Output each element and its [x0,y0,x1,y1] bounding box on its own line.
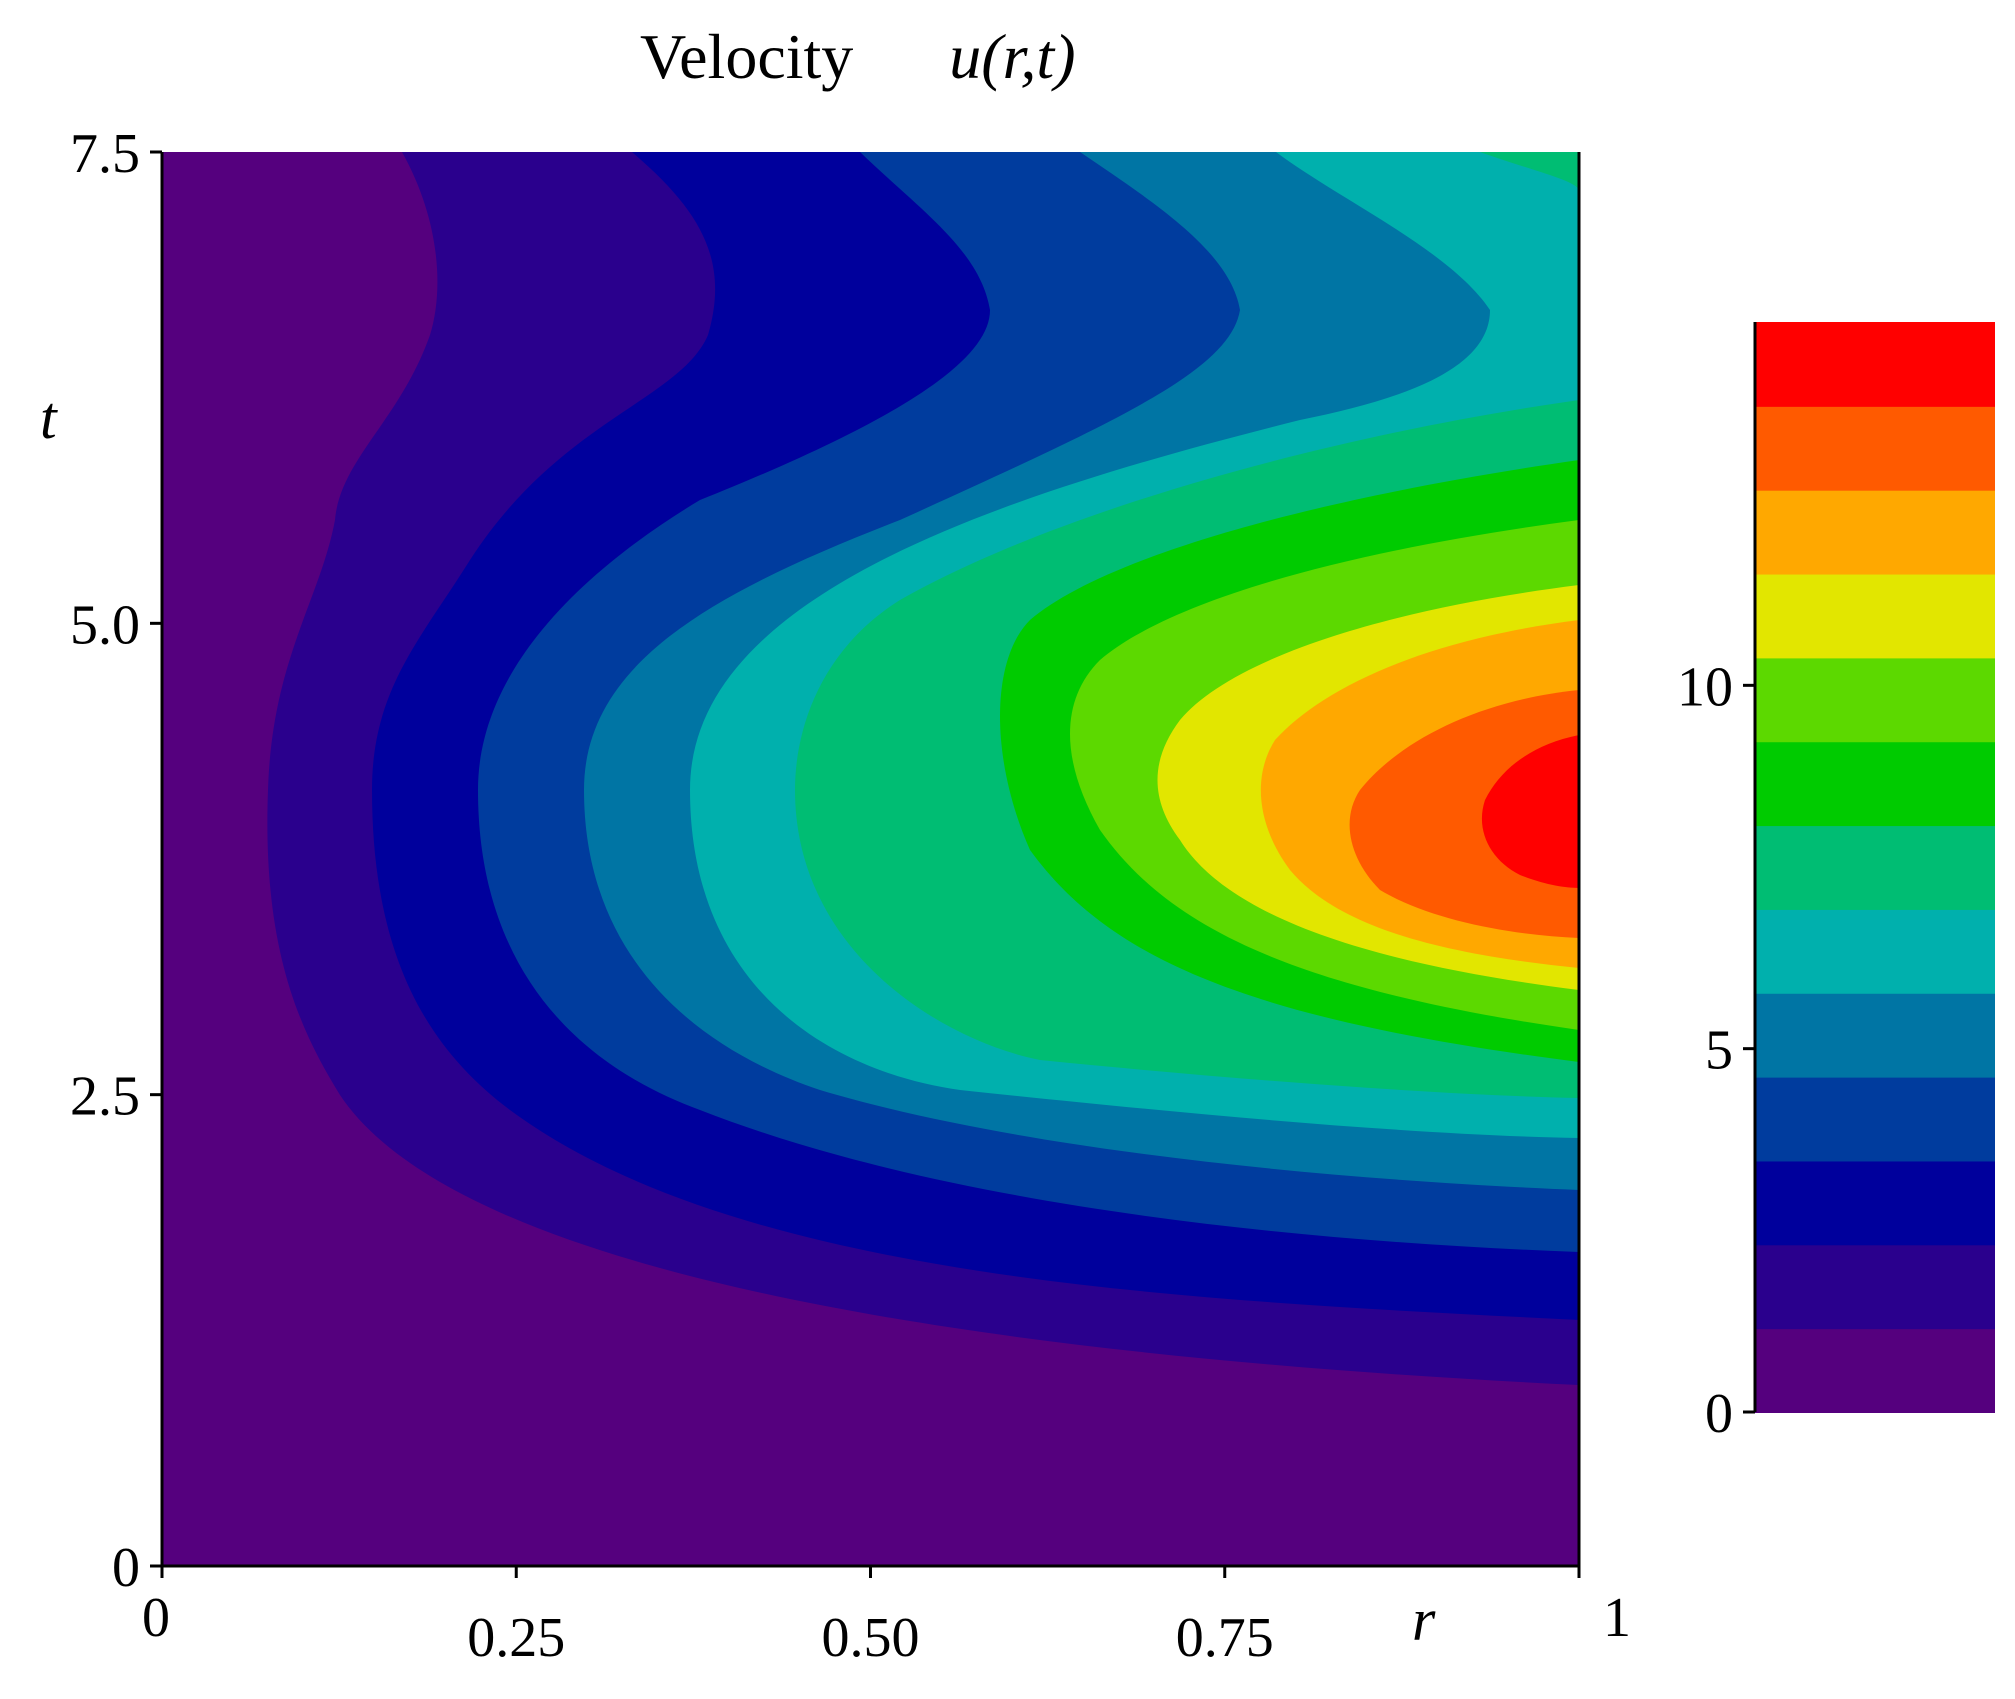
chart-title-function: u(r,t) [949,21,1075,92]
colorbar-segment [1755,1244,1995,1330]
colorbar-segment [1755,825,1995,910]
colorbar-segment [1755,1328,1995,1413]
colorbar-tick-label: 5 [1705,1020,1733,1082]
colorbar-segment [1755,405,1995,491]
contour-band-12 [1481,735,1579,888]
x-tick-label: 0.50 [822,1607,920,1669]
colorbar-segment [1755,741,1995,827]
plot-axes: 0 2.5 5.0 7.5 0 0.25 0.50 0.75 1 [70,123,1631,1669]
chart-title-text: Velocity [640,21,853,92]
colorbar-segment [1755,489,1995,575]
colorbar-tick-label: 0 [1705,1383,1733,1445]
contour-plot-area [162,152,1579,1566]
colorbar-tick-label: 10 [1677,656,1733,718]
y-tick-label: 2.5 [70,1066,140,1128]
contour-band-11 [1349,690,1579,938]
colorbar-segment [1755,1076,1995,1162]
y-tick-label: 5.0 [70,594,140,656]
y-tick-label: 0 [112,1537,140,1599]
colorbar-segment [1755,908,1995,994]
colorbar-segment [1755,573,1995,659]
x-tick-label: 0.25 [467,1607,565,1669]
chart-title: Velocity u(r,t) [640,21,1076,92]
colorbar-segment [1755,322,1995,407]
colorbar-segment [1755,657,1995,743]
y-axis-label: t [40,385,58,451]
x-tick-label: 1 [1603,1587,1631,1649]
x-axis-label: r [1412,1587,1436,1653]
x-tick-label: 0 [142,1587,170,1649]
y-tick-label: 7.5 [70,123,140,185]
x-tick-label: 0.75 [1176,1607,1274,1669]
colorbar-segment [1755,992,1995,1078]
colorbar-segment [1755,1160,1995,1246]
colorbar: 0 5 10 [1677,322,1995,1445]
